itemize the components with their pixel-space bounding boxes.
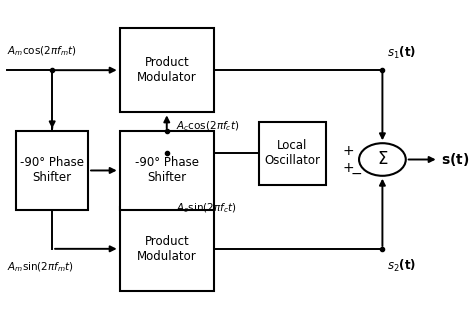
Bar <box>119 131 214 210</box>
Text: $\mathbf{s(t)}$: $\mathbf{s(t)}$ <box>441 151 469 168</box>
Text: $s_2\mathbf{(t)}$: $s_2\mathbf{(t)}$ <box>387 258 416 274</box>
Text: $A_m \cos(2\pi f_m t)$: $A_m \cos(2\pi f_m t)$ <box>7 45 77 58</box>
Bar <box>16 131 88 210</box>
Text: +: + <box>342 145 354 158</box>
Text: Product
Modulator: Product Modulator <box>137 56 197 84</box>
Text: $\Sigma$: $\Sigma$ <box>377 151 388 168</box>
Text: $A_c \cos(2\pi f_c t)$: $A_c \cos(2\pi f_c t)$ <box>176 120 239 133</box>
Text: -90° Phase
Shifter: -90° Phase Shifter <box>135 157 199 184</box>
Bar <box>119 206 214 291</box>
Bar <box>119 28 214 113</box>
Text: +: + <box>342 161 354 174</box>
Text: $s_1\mathbf{(t)}$: $s_1\mathbf{(t)}$ <box>387 45 416 61</box>
Text: $A_c \sin(2\pi f_c t)$: $A_c \sin(2\pi f_c t)$ <box>176 201 237 215</box>
Text: $A_m \sin(2\pi f_m t)$: $A_m \sin(2\pi f_m t)$ <box>7 261 74 274</box>
Text: −: − <box>351 167 363 181</box>
Text: Local
Oscillator: Local Oscillator <box>264 139 320 167</box>
Text: Product
Modulator: Product Modulator <box>137 235 197 263</box>
Circle shape <box>359 143 406 176</box>
Bar <box>259 122 326 185</box>
Text: -90° Phase
Shifter: -90° Phase Shifter <box>20 157 84 184</box>
